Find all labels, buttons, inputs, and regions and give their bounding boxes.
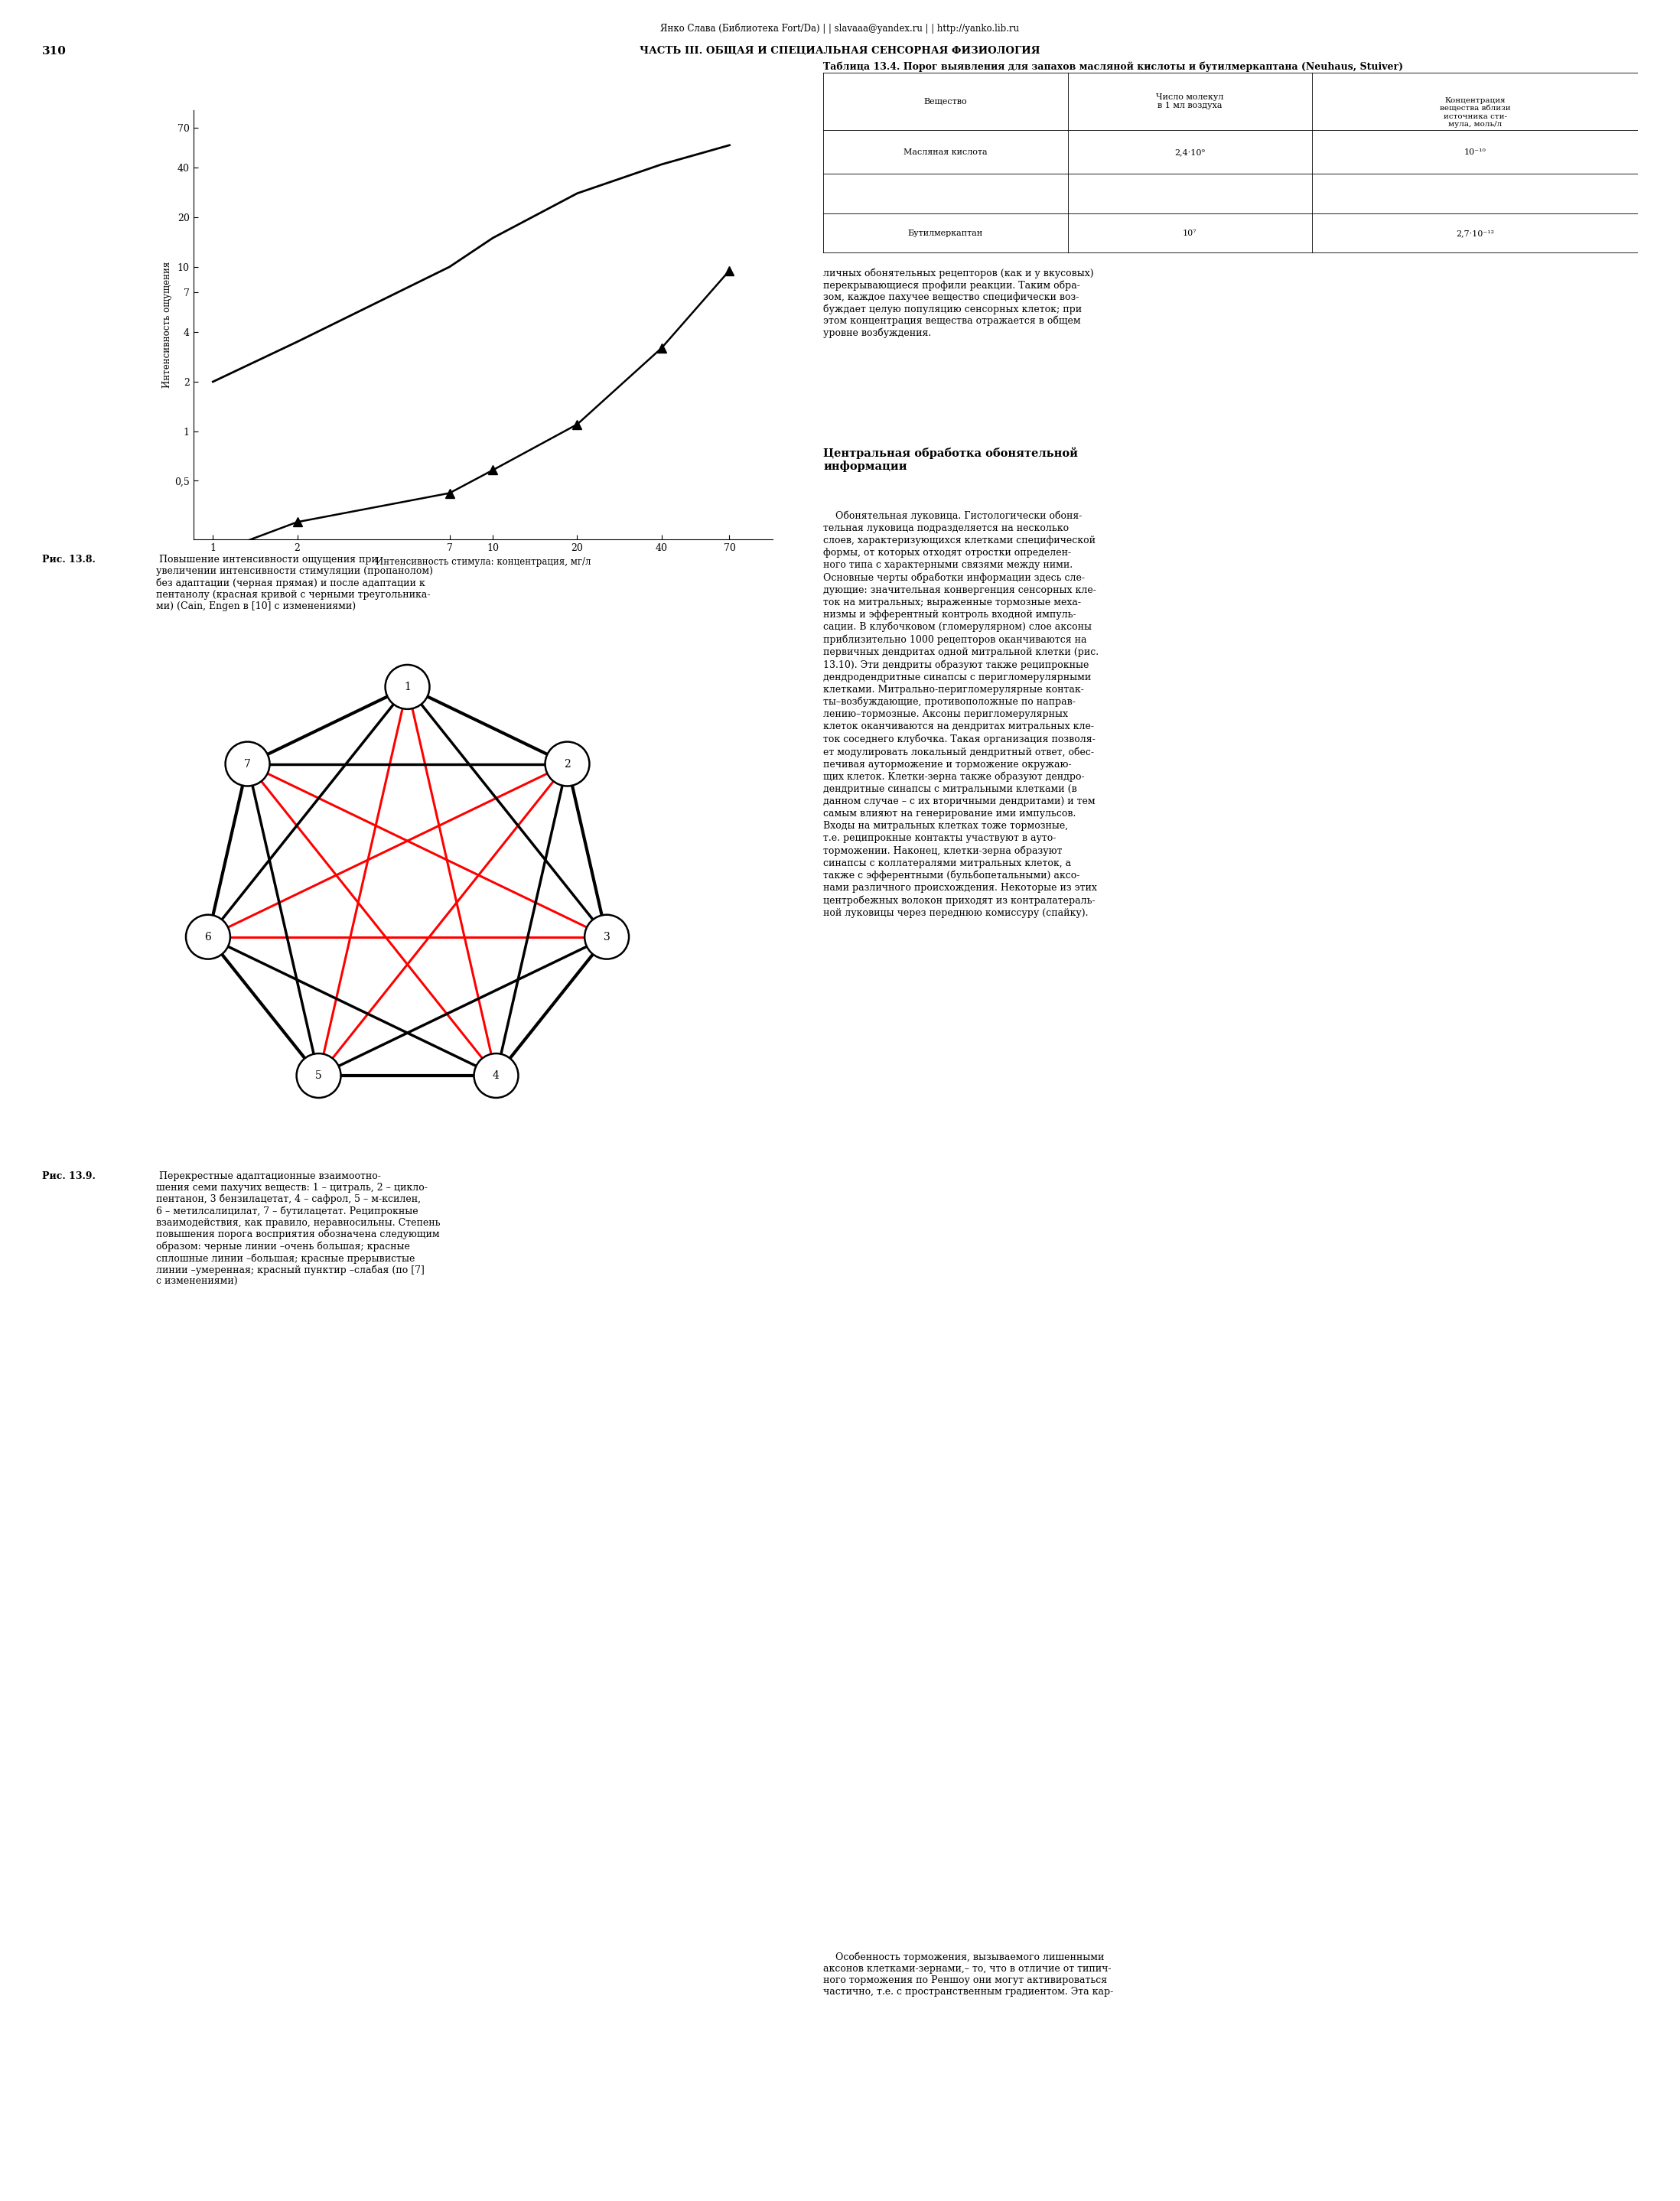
- Text: Бутилмеркаптан: Бутилмеркаптан: [907, 229, 983, 238]
- Text: Янко Слава (Библиотека Fort/Da) | | slavaaa@yandex.ru | | http://yanko.lib.ru: Янко Слава (Библиотека Fort/Da) | | slav…: [660, 22, 1020, 33]
- Text: 4: 4: [492, 1070, 499, 1081]
- Circle shape: [225, 742, 270, 786]
- Text: личных обонятельных рецепторов (как и у вкусовых)
перекрывающиеся профили реакци: личных обонятельных рецепторов (как и у …: [823, 269, 1094, 339]
- Text: Масляная кислота: Масляная кислота: [904, 147, 988, 156]
- Text: 1: 1: [403, 682, 412, 693]
- Y-axis label: Интенсивность ощущения: Интенсивность ощущения: [163, 262, 173, 387]
- Text: 10⁻¹⁰: 10⁻¹⁰: [1463, 147, 1487, 156]
- Text: Обонятельная луковица. Гистологически обоня-
тельная луковица подразделяется на : Обонятельная луковица. Гистологически об…: [823, 511, 1099, 918]
- Text: 5: 5: [316, 1070, 323, 1081]
- Circle shape: [474, 1054, 517, 1098]
- Text: 2: 2: [564, 759, 571, 770]
- Text: Перекрестные адаптационные взаимоотно-
шения семи пахучих веществ: 1 – цитраль, : Перекрестные адаптационные взаимоотно- ш…: [156, 1171, 440, 1288]
- Circle shape: [544, 742, 590, 786]
- Text: Число молекул
в 1 мл воздуха: Число молекул в 1 мл воздуха: [1156, 92, 1223, 110]
- Text: Рис. 13.8.: Рис. 13.8.: [42, 555, 96, 566]
- Text: Вещество: Вещество: [924, 97, 968, 106]
- X-axis label: Интенсивность стимула: концентрация, мг/л: Интенсивность стимула: концентрация, мг/…: [375, 557, 591, 568]
- Text: 2,4·10⁹: 2,4·10⁹: [1174, 147, 1205, 156]
- Text: 3: 3: [603, 931, 610, 942]
- Circle shape: [385, 665, 430, 709]
- Text: Рис. 13.9.: Рис. 13.9.: [42, 1171, 96, 1182]
- Text: 6: 6: [205, 931, 212, 942]
- Circle shape: [585, 916, 628, 960]
- Text: 2,7·10⁻¹²: 2,7·10⁻¹²: [1457, 229, 1494, 238]
- Text: 310: 310: [42, 46, 67, 57]
- Text: Повышение интенсивности ощущения при
увеличении интенсивности стимуляции (пропан: Повышение интенсивности ощущения при уве…: [156, 555, 433, 612]
- Text: ЧАСТЬ III. ОБЩАЯ И СПЕЦИАЛЬНАЯ СЕНСОРНАЯ ФИЗИОЛОГИЯ: ЧАСТЬ III. ОБЩАЯ И СПЕЦИАЛЬНАЯ СЕНСОРНАЯ…: [640, 46, 1040, 57]
- Circle shape: [297, 1054, 341, 1098]
- Text: 7: 7: [244, 759, 250, 770]
- Text: Центральная обработка обонятельной
информации: Центральная обработка обонятельной инфор…: [823, 447, 1079, 471]
- Text: Таблица 13.4. Порог выявления для запахов масляной кислоты и бутилмеркаптана (Ne: Таблица 13.4. Порог выявления для запахо…: [823, 62, 1403, 73]
- Text: Концентрация
вещества вблизи
источника сти-
мула, моль/л: Концентрация вещества вблизи источника с…: [1440, 97, 1510, 128]
- Text: 10⁷: 10⁷: [1183, 229, 1196, 238]
- Circle shape: [186, 916, 230, 960]
- Text: Особенность торможения, вызываемого лишенными
аксонов клетками-зернами,– то, что: Особенность торможения, вызываемого лише…: [823, 1952, 1114, 1996]
